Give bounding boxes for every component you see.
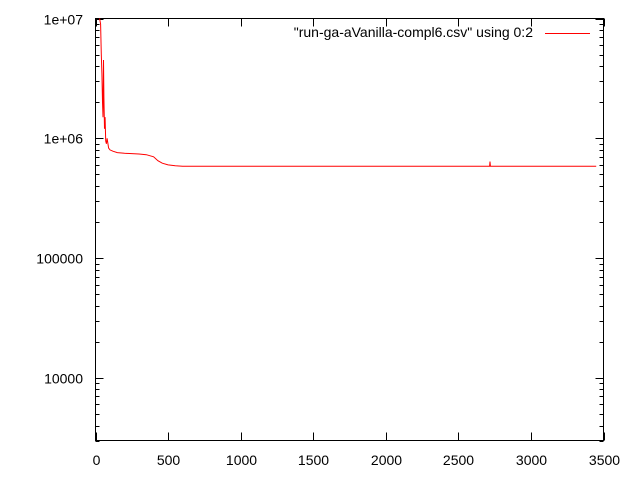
x-tick-label: 3500 [589,452,620,468]
ticks-layer: 0 500 1000 1500 2000 2500 3000 3500 10000 100000 1… [36,12,620,469]
plot-frame [95,18,604,441]
x-tick-label: 2500 [443,452,474,468]
x-tick-label: 0 [93,452,101,468]
legend: "run-ga-aVanilla-compl6.csv" using 0:2 [294,24,590,40]
y-tick-label: 100000 [36,251,83,267]
series-line [99,18,597,167]
x-tick-label: 2000 [371,452,402,468]
x-tick-label: 500 [157,452,181,468]
y-tick-label: 10000 [44,371,83,387]
x-tick-label: 1000 [226,452,257,468]
y-tick-label: 1e+06 [44,131,84,147]
x-tick-label: 3000 [516,452,547,468]
series-layer [99,18,597,167]
y-tick-label: 1e+07 [44,12,84,28]
x-tick-label: 1500 [298,452,329,468]
legend-label: "run-ga-aVanilla-compl6.csv" using 0:2 [294,24,533,40]
